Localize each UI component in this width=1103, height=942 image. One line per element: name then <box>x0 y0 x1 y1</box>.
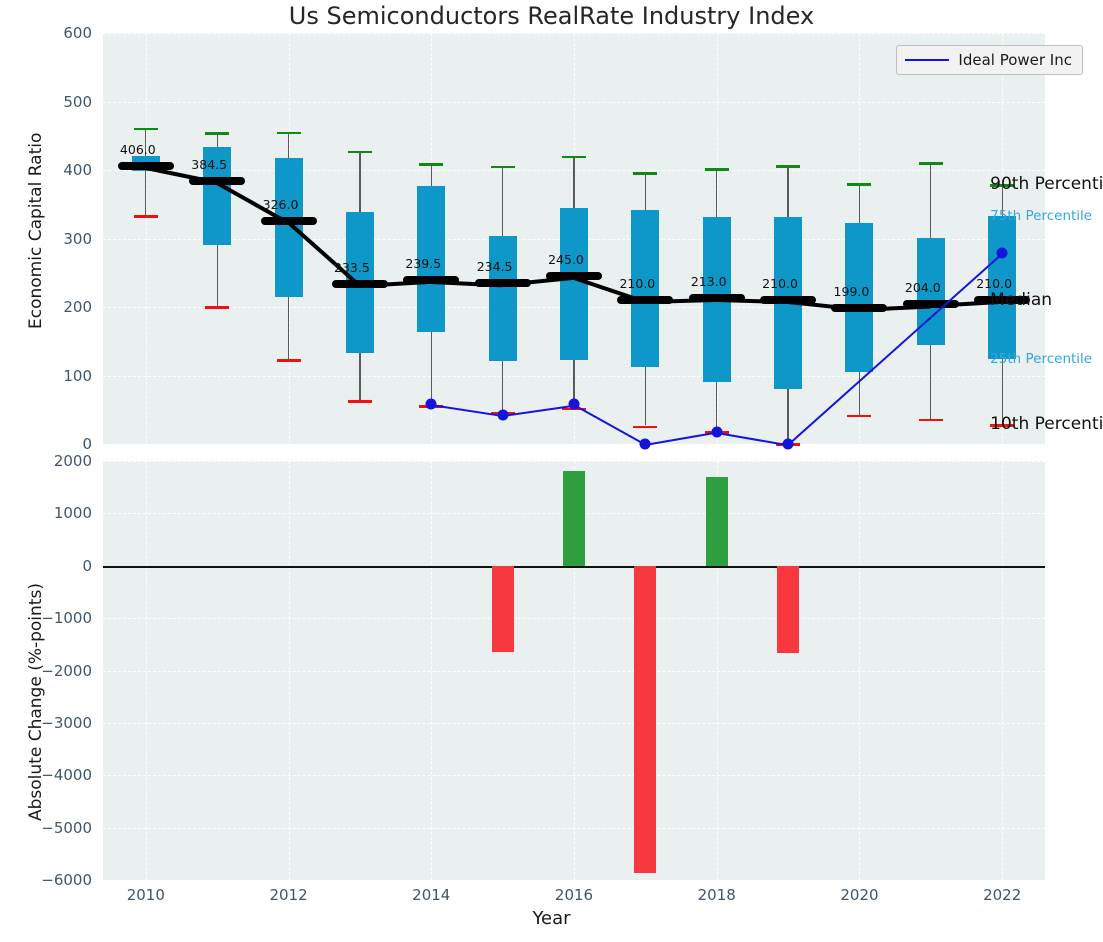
median-value-label: 326.0 <box>263 197 299 212</box>
whisker-cap-high <box>705 168 729 171</box>
median-marker <box>118 162 174 170</box>
whisker-cap-low <box>847 415 871 418</box>
whisker-cap-high <box>491 166 515 169</box>
y-tick-label: 500 <box>22 93 92 111</box>
annotation-10th-percentile: 10th Percentile <box>990 414 1103 434</box>
y-tick-label: 600 <box>22 24 92 42</box>
box-body[interactable] <box>275 158 303 296</box>
annotation-25th-percentile: 25th Percentile <box>990 351 1092 367</box>
median-marker <box>760 296 816 304</box>
x-tick-label: 2022 <box>983 886 1021 904</box>
whisker-cap-high <box>134 128 158 131</box>
zero-line <box>103 566 1045 568</box>
company-data-point[interactable] <box>711 426 722 437</box>
median-marker <box>831 304 887 312</box>
annotation-90th-percentile: 90th Percentile <box>990 174 1103 194</box>
whisker-cap-high <box>562 156 586 159</box>
median-value-label: 384.5 <box>191 157 227 172</box>
change-bar[interactable] <box>706 477 728 566</box>
y-axis-label-top: Economic Capital Ratio <box>26 132 46 328</box>
whisker-cap-high <box>633 172 657 175</box>
legend-line-swatch <box>905 59 949 61</box>
legend[interactable]: Ideal Power Inc <box>896 45 1083 75</box>
grid-line-vertical <box>146 461 147 880</box>
median-marker <box>403 276 459 284</box>
x-tick-label: 2018 <box>698 886 736 904</box>
x-tick-label: 2020 <box>840 886 878 904</box>
median-value-label: 199.0 <box>834 284 870 299</box>
whisker-cap-high <box>776 165 800 168</box>
chart-title: Us Semiconductors RealRate Industry Inde… <box>0 2 1103 30</box>
company-data-point[interactable] <box>497 409 508 420</box>
box-body[interactable] <box>489 236 517 361</box>
median-value-label: 204.0 <box>905 280 941 295</box>
y-tick-label: 0 <box>22 435 92 453</box>
y-tick-label: 100 <box>22 367 92 385</box>
median-marker <box>189 177 245 185</box>
legend-label: Ideal Power Inc <box>958 51 1072 69</box>
median-marker <box>475 279 531 287</box>
median-value-label: 406.0 <box>120 142 156 157</box>
y-tick-label: 2000 <box>22 452 92 470</box>
x-tick-label: 2012 <box>269 886 307 904</box>
median-value-label: 210.0 <box>976 276 1012 291</box>
grid-line-vertical <box>431 461 432 880</box>
median-value-label: 234.5 <box>477 259 513 274</box>
median-marker <box>261 217 317 225</box>
whisker-cap-low <box>919 419 943 422</box>
grid-line-vertical <box>289 461 290 880</box>
company-data-point[interactable] <box>426 398 437 409</box>
whisker-cap-high <box>277 132 301 135</box>
x-tick-label: 2014 <box>412 886 450 904</box>
median-value-label: 233.5 <box>334 260 370 275</box>
median-value-label: 210.0 <box>762 276 798 291</box>
grid-line-horizontal <box>103 880 1045 881</box>
median-marker <box>546 272 602 280</box>
y-tick-label: 0 <box>22 557 92 575</box>
y-axis-label-bottom: Absolute Change (%-points) <box>26 583 46 821</box>
whisker-cap-low <box>134 215 158 218</box>
grid-line-vertical <box>859 461 860 880</box>
whisker-cap-low <box>277 359 301 362</box>
change-bar[interactable] <box>492 566 514 652</box>
whisker-cap-high <box>348 151 372 154</box>
whisker-cap-high <box>205 132 229 135</box>
whisker-cap-low <box>205 306 229 309</box>
grid-line-vertical <box>146 33 147 444</box>
grid-line-vertical <box>1002 461 1003 880</box>
annotation-median: Median <box>990 290 1052 310</box>
median-marker <box>689 294 745 302</box>
median-value-label: 245.0 <box>548 252 584 267</box>
whisker-cap-high <box>919 162 943 165</box>
change-bar[interactable] <box>563 471 585 565</box>
company-data-point[interactable] <box>569 399 580 410</box>
whisker-cap-low <box>633 426 657 429</box>
median-marker <box>617 296 673 304</box>
whisker-cap-high <box>847 183 871 186</box>
y-tick-label: −6000 <box>22 871 92 889</box>
x-tick-label: 2010 <box>127 886 165 904</box>
x-axis-label: Year <box>0 908 1103 929</box>
change-bar[interactable] <box>777 566 799 653</box>
x-tick-label: 2016 <box>555 886 593 904</box>
company-data-point[interactable] <box>640 439 651 450</box>
change-bar[interactable] <box>634 566 656 873</box>
whisker-cap-low <box>348 400 372 403</box>
company-data-point[interactable] <box>997 247 1008 258</box>
company-data-point[interactable] <box>783 439 794 450</box>
median-marker <box>903 300 959 308</box>
median-value-label: 210.0 <box>619 276 655 291</box>
figure-root: Us Semiconductors RealRate Industry Inde… <box>0 0 1103 942</box>
median-value-label: 239.5 <box>405 256 441 271</box>
median-marker <box>332 280 388 288</box>
median-value-label: 213.0 <box>691 274 727 289</box>
whisker-cap-high <box>419 163 443 166</box>
annotation-75th-percentile: 75th Percentile <box>990 208 1092 224</box>
y-tick-label: 1000 <box>22 504 92 522</box>
y-tick-label: −5000 <box>22 819 92 837</box>
